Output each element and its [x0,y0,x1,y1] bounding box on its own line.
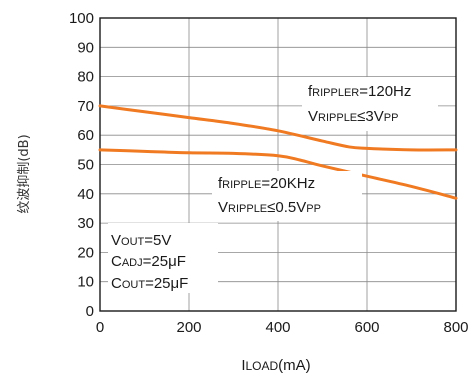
y-tick-60: 60 [77,127,94,144]
svg-text:VRIPPLE≤3VPP: VRIPPLE≤3VPP [308,108,398,125]
y-tick-40: 40 [77,186,94,203]
x-tick-200: 200 [176,319,201,336]
y-tick-10: 10 [77,274,94,291]
svg-text:VRIPPLE≤0.5VPP: VRIPPLE≤0.5VPP [218,199,321,216]
y-tick-0: 0 [86,303,94,320]
y-tick-50: 50 [77,157,94,174]
y-tick-100: 100 [69,10,94,27]
svg-text:fRIPPLE=20KHz: fRIPPLE=20KHz [218,175,315,192]
series-line-1 [98,104,458,152]
x-tick-400: 400 [265,319,290,336]
annotation-lower-curve: fRIPPLE=20KHz VRIPPLE≤0.5VPP [212,171,362,221]
y-tick-20: 20 [77,244,94,261]
annotation-upper-curve: fRIPPLER=120Hz VRIPPLE≤3VPP [302,77,438,131]
y-tick-30: 30 [77,215,94,232]
data-series [98,104,458,200]
y-tick-90: 90 [77,39,94,56]
x-tick-0: 0 [96,319,104,336]
y-tick-70: 70 [77,98,94,115]
x-tick-600: 600 [354,319,379,336]
svg-text:fRIPPLER=120Hz: fRIPPLER=120Hz [308,83,411,100]
x-tick-labels: 0 200 400 600 800 [96,319,469,336]
svg-text:VOUT=5V: VOUT=5V [111,232,171,249]
x-tick-800: 800 [443,319,468,336]
svg-text:CADJ=25μF: CADJ=25μF [111,253,186,270]
series-line-2 [98,148,458,200]
svg-text:COUT=25μF: COUT=25μF [111,275,188,292]
x-axis-label: ILOAD(mA) [241,357,310,374]
y-tick-80: 80 [77,69,94,86]
plot-border [99,17,457,312]
y-tick-labels: 0 10 20 30 40 50 60 70 80 90 100 [69,10,94,320]
plot-frame [99,17,457,312]
y-axis-label: 纹波抑制(dB) [17,134,32,213]
annotation-test-conditions: VOUT=5V CADJ=25μF COUT=25μF [108,223,218,293]
